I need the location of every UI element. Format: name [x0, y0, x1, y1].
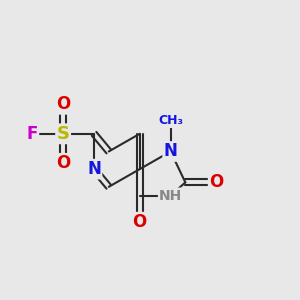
Text: NH: NH: [159, 189, 182, 202]
Text: O: O: [133, 213, 147, 231]
Text: N: N: [87, 160, 101, 178]
Text: O: O: [209, 173, 224, 191]
Text: N: N: [164, 142, 178, 160]
Text: CH₃: CH₃: [158, 114, 183, 127]
Text: O: O: [56, 95, 70, 113]
Text: F: F: [26, 125, 38, 143]
Text: S: S: [57, 125, 70, 143]
Text: O: O: [56, 154, 70, 172]
